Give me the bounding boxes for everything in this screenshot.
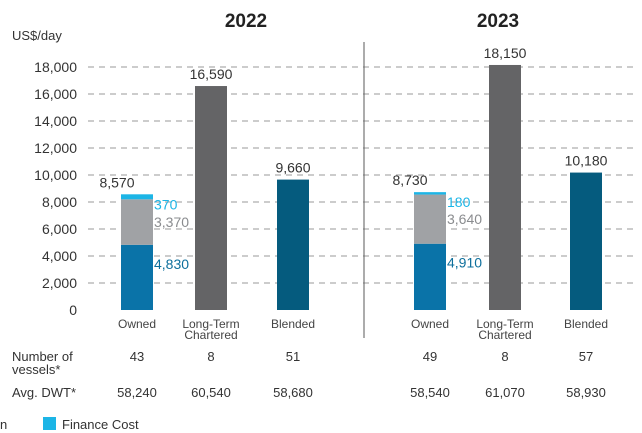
dwt-value: 58,680 xyxy=(273,385,313,400)
bar-long-term-2023 xyxy=(489,64,521,310)
bar-owned-base-2022 xyxy=(121,244,153,310)
category-label: Blended xyxy=(564,317,608,331)
bar-owned-mid-2022 xyxy=(121,199,153,245)
category-label-line2: Chartered xyxy=(184,328,237,342)
data-label-blended: 9,660 xyxy=(275,160,310,176)
data-label-owned-total: 8,570 xyxy=(99,174,134,190)
y-tick-label: 16,000 xyxy=(34,86,77,102)
bar-owned-base-2023 xyxy=(414,243,446,310)
category-label: Blended xyxy=(271,317,315,331)
panel-title-2023: 2023 xyxy=(477,11,519,32)
y-tick-label: 18,000 xyxy=(34,59,77,75)
vessels-value: 43 xyxy=(130,349,144,364)
bar-owned-finance-2022 xyxy=(121,194,153,200)
y-tick-label: 8,000 xyxy=(42,194,77,210)
row-label-vessels: Number of xyxy=(12,349,73,364)
y-tick-label: 4,000 xyxy=(42,248,77,264)
bar-long-term-2022 xyxy=(195,86,227,310)
category-label: Long-Term xyxy=(476,317,533,331)
data-label-long-term: 16,590 xyxy=(190,66,233,82)
data-label-owned-mid: 3,640 xyxy=(447,211,482,227)
y-axis-label: US$/day xyxy=(12,28,62,43)
category-label: Owned xyxy=(118,317,156,331)
category-label: Long-Term xyxy=(182,317,239,331)
data-label-blended: 10,180 xyxy=(565,153,608,169)
dwt-value: 61,070 xyxy=(485,385,525,400)
vessels-value: 57 xyxy=(579,349,593,364)
bar-blended-2023 xyxy=(570,172,602,310)
data-label-owned-finance: 180 xyxy=(447,194,471,210)
data-label-owned-base: 4,830 xyxy=(154,256,189,272)
bar-owned-mid-2023 xyxy=(414,194,446,244)
row-label-vessels-line2: vessels* xyxy=(12,362,60,377)
data-label-owned-base: 4,910 xyxy=(447,255,482,271)
vessels-value: 51 xyxy=(286,349,300,364)
category-label: Owned xyxy=(411,317,449,331)
dwt-value: 58,930 xyxy=(566,385,606,400)
data-label-long-term: 18,150 xyxy=(484,45,527,61)
dwt-value: 60,540 xyxy=(191,385,231,400)
y-tick-label: 2,000 xyxy=(42,275,77,291)
data-label-owned-mid: 3,370 xyxy=(154,214,189,230)
dwt-value: 58,240 xyxy=(117,385,157,400)
bar-blended-2022 xyxy=(277,179,309,310)
bar-owned-finance-2023 xyxy=(414,192,446,195)
vessels-value: 49 xyxy=(423,349,437,364)
dwt-value: 58,540 xyxy=(410,385,450,400)
legend-label-finance: Finance Cost xyxy=(62,417,139,432)
y-tick-label: 14,000 xyxy=(34,113,77,129)
legend-label-partial: n xyxy=(0,417,7,432)
legend-swatch-finance xyxy=(43,417,56,430)
y-tick-label: 10,000 xyxy=(34,167,77,183)
y-tick-label: 12,000 xyxy=(34,140,77,156)
vessels-value: 8 xyxy=(207,349,214,364)
y-tick-label: 0 xyxy=(69,302,77,318)
data-label-owned-finance: 370 xyxy=(154,196,178,212)
y-tick-label: 6,000 xyxy=(42,221,77,237)
vessels-value: 8 xyxy=(501,349,508,364)
category-label-line2: Chartered xyxy=(478,328,531,342)
panel-title-2022: 2022 xyxy=(225,11,267,32)
data-label-owned-total: 8,730 xyxy=(392,172,427,188)
row-label-dwt: Avg. DWT* xyxy=(12,385,76,400)
